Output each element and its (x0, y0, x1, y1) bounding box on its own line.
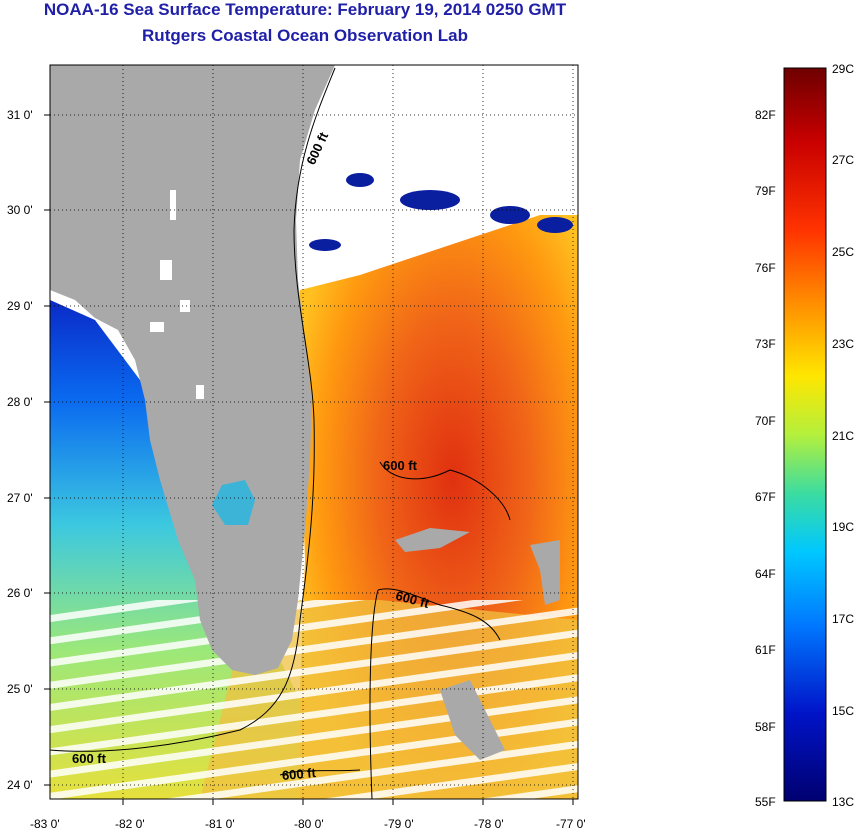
sst-map-area: 600 ft 600 ft 600 ft 600 ft 600 ft (50, 65, 578, 799)
isobath-600ft-lines (50, 67, 511, 799)
colorbar-celsius-label: 13C (832, 795, 854, 809)
andros-island (440, 680, 505, 760)
map-subtitle: Rutgers Coastal Ocean Observation Lab (142, 26, 468, 45)
colorbar-celsius-label: 23C (832, 337, 854, 351)
colorbar-fahrenheit-label: 70F (755, 414, 776, 428)
lat-tick-label: 26 0' (7, 586, 33, 600)
lat-tick-label: 27 0' (7, 491, 33, 505)
graticule (50, 65, 578, 799)
colorbar-fahrenheit-label: 79F (755, 184, 776, 198)
lon-tick-label: -78 0' (474, 817, 504, 831)
colorbar-fahrenheit-label: 67F (755, 490, 776, 504)
colorbar-fahrenheit-label: 64F (755, 567, 776, 581)
colorbar-fahrenheit-label: 58F (755, 720, 776, 734)
lon-tick-label: -82 0' (115, 817, 145, 831)
inland-lakes (150, 190, 204, 399)
lon-tick-label: -81 0' (205, 817, 235, 831)
colorbar-celsius-label: 25C (832, 245, 854, 259)
map-frame (49, 64, 579, 800)
colorbar-fahrenheit-labels: 82F 79F 76F 73F 70F 67F 64F 61F 58F 55F (755, 108, 776, 809)
map-title: NOAA-16 Sea Surface Temperature: Februar… (43, 0, 567, 19)
colorbar-fahrenheit-label: 76F (755, 261, 776, 275)
colorbar-celsius-label: 29C (832, 62, 854, 76)
colorbar-fahrenheit-label: 55F (755, 795, 776, 809)
colorbar-celsius-label: 15C (832, 704, 854, 718)
grand-bahama-island (395, 528, 470, 552)
lat-tick-label: 24 0' (7, 778, 33, 792)
colorbar-fahrenheit-label: 61F (755, 643, 776, 657)
colorbar-celsius-labels: 29C 27C 25C 23C 21C 19C 17C 15C 13C (832, 62, 854, 809)
tick-marks (44, 114, 574, 805)
contour-label: 600 ft (72, 751, 107, 766)
colorbar-celsius-label: 21C (832, 429, 854, 443)
lon-tick-label: -80 0' (294, 817, 324, 831)
colorbar-fahrenheit-label: 82F (755, 108, 776, 122)
lat-tick-label: 31 0' (7, 108, 33, 122)
colorbar-celsius-label: 17C (832, 612, 854, 626)
lat-tick-label: 28 0' (7, 395, 33, 409)
colorbar-celsius-label: 27C (832, 153, 854, 167)
lon-tick-label: -77 0' (556, 817, 586, 831)
lat-tick-label: 30 0' (7, 203, 33, 217)
lat-tick-label: 29 0' (7, 299, 33, 313)
contour-label: 600 ft (383, 458, 418, 473)
lon-tick-label: -79 0' (384, 817, 414, 831)
florida-land (50, 65, 335, 675)
colorbar-celsius-label: 19C (832, 520, 854, 534)
lon-tick-label: -83 0' (30, 817, 60, 831)
lake-okeechobee (212, 480, 255, 525)
abaco-island (530, 540, 560, 605)
temperature-colorbar (783, 67, 827, 802)
lat-tick-label: 25 0' (7, 682, 33, 696)
colorbar-fahrenheit-label: 73F (755, 337, 776, 351)
contour-label: 600 ft (281, 765, 317, 783)
